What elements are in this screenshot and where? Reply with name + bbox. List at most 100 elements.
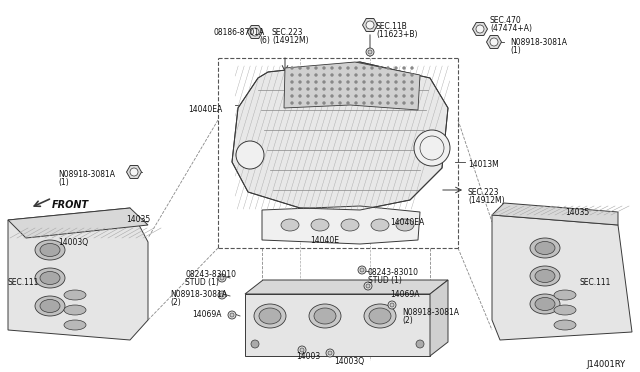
Circle shape bbox=[387, 102, 389, 104]
Polygon shape bbox=[472, 22, 488, 35]
Ellipse shape bbox=[364, 304, 396, 328]
Circle shape bbox=[228, 311, 236, 319]
Ellipse shape bbox=[369, 308, 391, 324]
Circle shape bbox=[347, 67, 349, 69]
Text: 14035: 14035 bbox=[126, 215, 150, 224]
Circle shape bbox=[363, 95, 365, 97]
Ellipse shape bbox=[309, 304, 341, 328]
Circle shape bbox=[315, 67, 317, 69]
Circle shape bbox=[300, 348, 304, 352]
Circle shape bbox=[403, 95, 405, 97]
Circle shape bbox=[395, 67, 397, 69]
Circle shape bbox=[387, 67, 389, 69]
Circle shape bbox=[347, 88, 349, 90]
Circle shape bbox=[366, 21, 374, 29]
Text: SEC.111: SEC.111 bbox=[8, 278, 40, 287]
Circle shape bbox=[230, 313, 234, 317]
Text: (2): (2) bbox=[170, 298, 180, 307]
Circle shape bbox=[299, 88, 301, 90]
Circle shape bbox=[371, 88, 373, 90]
Ellipse shape bbox=[554, 320, 576, 330]
Text: 14013M: 14013M bbox=[468, 160, 499, 169]
Ellipse shape bbox=[535, 269, 555, 282]
Circle shape bbox=[291, 88, 293, 90]
Circle shape bbox=[339, 95, 341, 97]
Circle shape bbox=[331, 88, 333, 90]
Circle shape bbox=[291, 67, 293, 69]
Ellipse shape bbox=[535, 241, 555, 254]
Circle shape bbox=[414, 130, 450, 166]
Text: 14040EA: 14040EA bbox=[390, 218, 424, 227]
Circle shape bbox=[331, 74, 333, 76]
Circle shape bbox=[364, 282, 372, 290]
Circle shape bbox=[331, 81, 333, 83]
Circle shape bbox=[220, 276, 224, 280]
Circle shape bbox=[395, 102, 397, 104]
Polygon shape bbox=[362, 19, 378, 32]
Polygon shape bbox=[430, 280, 448, 356]
Circle shape bbox=[347, 81, 349, 83]
Circle shape bbox=[366, 48, 374, 56]
Text: SEC.111: SEC.111 bbox=[580, 278, 611, 287]
Circle shape bbox=[220, 293, 224, 297]
Circle shape bbox=[299, 95, 301, 97]
Text: (1): (1) bbox=[510, 46, 521, 55]
Circle shape bbox=[339, 74, 341, 76]
Circle shape bbox=[366, 284, 370, 288]
Text: (2): (2) bbox=[402, 316, 413, 325]
Circle shape bbox=[291, 81, 293, 83]
Circle shape bbox=[363, 88, 365, 90]
Polygon shape bbox=[8, 208, 148, 238]
Circle shape bbox=[363, 81, 365, 83]
Circle shape bbox=[411, 67, 413, 69]
Text: (6): (6) bbox=[259, 36, 270, 45]
Circle shape bbox=[387, 88, 389, 90]
Text: 14003Q: 14003Q bbox=[58, 238, 88, 247]
Circle shape bbox=[363, 102, 365, 104]
Circle shape bbox=[130, 168, 138, 176]
Circle shape bbox=[390, 303, 394, 307]
Circle shape bbox=[379, 95, 381, 97]
Circle shape bbox=[411, 81, 413, 83]
Circle shape bbox=[379, 88, 381, 90]
Circle shape bbox=[218, 274, 226, 282]
Circle shape bbox=[358, 266, 366, 274]
Circle shape bbox=[371, 95, 373, 97]
Circle shape bbox=[403, 102, 405, 104]
Ellipse shape bbox=[371, 219, 389, 231]
Ellipse shape bbox=[35, 240, 65, 260]
Circle shape bbox=[411, 74, 413, 76]
Circle shape bbox=[360, 268, 364, 272]
Circle shape bbox=[339, 88, 341, 90]
Circle shape bbox=[388, 301, 396, 309]
Circle shape bbox=[355, 81, 357, 83]
Circle shape bbox=[323, 102, 325, 104]
Ellipse shape bbox=[64, 290, 86, 300]
Polygon shape bbox=[492, 203, 618, 225]
Polygon shape bbox=[245, 280, 448, 294]
Circle shape bbox=[299, 74, 301, 76]
Polygon shape bbox=[492, 215, 632, 340]
Ellipse shape bbox=[64, 305, 86, 315]
Circle shape bbox=[251, 28, 259, 36]
Text: 14003: 14003 bbox=[296, 352, 320, 361]
Circle shape bbox=[299, 102, 301, 104]
Circle shape bbox=[307, 88, 309, 90]
Polygon shape bbox=[248, 26, 262, 38]
Circle shape bbox=[403, 67, 405, 69]
Text: 14040EA: 14040EA bbox=[188, 105, 222, 114]
Circle shape bbox=[328, 351, 332, 355]
Circle shape bbox=[371, 74, 373, 76]
Circle shape bbox=[298, 346, 306, 354]
Text: 08243-83010: 08243-83010 bbox=[185, 270, 236, 279]
Ellipse shape bbox=[35, 268, 65, 288]
Circle shape bbox=[299, 81, 301, 83]
Ellipse shape bbox=[259, 308, 281, 324]
Circle shape bbox=[323, 74, 325, 76]
Circle shape bbox=[411, 102, 413, 104]
Circle shape bbox=[339, 67, 341, 69]
Circle shape bbox=[368, 50, 372, 54]
Circle shape bbox=[323, 67, 325, 69]
Bar bbox=[245, 294, 430, 356]
Circle shape bbox=[371, 102, 373, 104]
